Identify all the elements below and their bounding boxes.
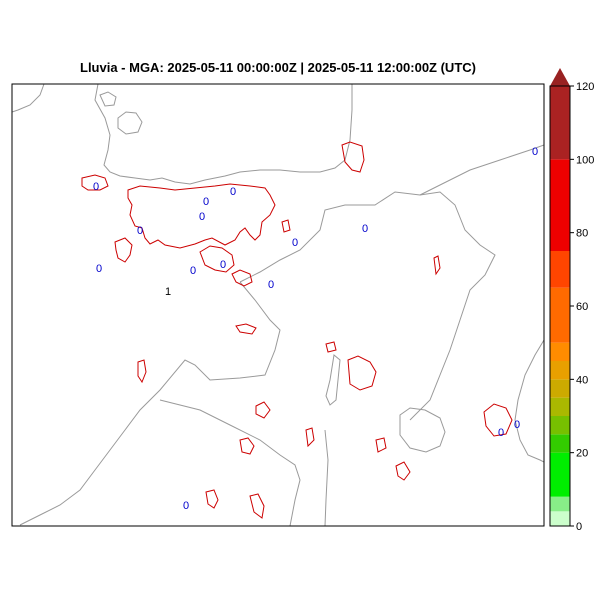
colorbar-overflow-arrow — [550, 68, 570, 86]
station-value: 0 — [230, 186, 236, 198]
rain-area-4 — [81, 174, 109, 191]
colorbar-ticks: 0 20 40 60 80 100 120 — [570, 81, 594, 533]
station-value: 0 — [96, 263, 102, 275]
colorbar-band — [550, 86, 570, 160]
colorbar-band — [550, 496, 570, 512]
border-4 — [159, 399, 301, 526]
colorbar-bands — [550, 86, 570, 526]
rain-area-5 — [341, 141, 365, 173]
colorbar-tick-label: 120 — [576, 81, 594, 93]
rain-area-19 — [281, 219, 291, 233]
station-value: 0 — [292, 237, 298, 249]
rain-area-9 — [239, 437, 255, 455]
colorbar-band — [550, 342, 570, 361]
rain-area-15 — [433, 255, 441, 276]
island-north-1 — [99, 91, 117, 107]
rain-area-20 — [249, 493, 265, 519]
colorbar-band — [550, 379, 570, 398]
colorbar-tick-label: 20 — [576, 448, 588, 460]
rain-area-11 — [235, 323, 257, 335]
border-1 — [239, 191, 496, 421]
rain-area-16 — [375, 437, 387, 453]
station-value: 1 — [165, 286, 171, 298]
colorbar-band — [550, 397, 570, 416]
island-central — [325, 354, 341, 406]
colorbar-tick-label: 60 — [576, 301, 588, 313]
station-value: 0 — [203, 196, 209, 208]
colorbar-tick-label: 40 — [576, 374, 588, 386]
rain-area-14 — [305, 427, 315, 448]
rain-area-8 — [483, 403, 513, 437]
station-value: 0 — [220, 259, 226, 271]
colorbar-band — [550, 287, 570, 343]
station-value: 0 — [183, 500, 189, 512]
rain-area-2 — [114, 237, 133, 263]
rain-area-17 — [395, 461, 411, 481]
station-value: 0 — [498, 427, 504, 439]
map-area: 0 0 0 0 0 0 0 0 0 0 0 0 1 0 0 0 — [12, 84, 544, 526]
rain-area-1 — [127, 183, 276, 249]
station-value: 0 — [514, 419, 520, 431]
station-value: 0 — [199, 211, 205, 223]
rain-area-3 — [199, 245, 235, 273]
rain-area-13 — [255, 401, 271, 419]
map-frame — [11, 83, 545, 527]
colorbar-band — [550, 251, 570, 288]
lake-southeast — [399, 407, 446, 453]
colorbar-band — [550, 361, 570, 380]
station-value: 0 — [532, 146, 538, 158]
colorbar-tick-label: 0 — [576, 521, 582, 533]
rain-area-18 — [325, 341, 337, 353]
border-5 — [324, 429, 329, 526]
coastline-north — [12, 84, 353, 185]
station-layer: 0 0 0 0 0 0 0 0 0 0 0 0 1 0 0 0 — [93, 146, 538, 512]
border-3 — [19, 281, 281, 526]
station-value: 0 — [93, 181, 99, 193]
colorbar-tick-label: 100 — [576, 154, 594, 166]
colorbar-band — [550, 416, 570, 435]
colorbar-band — [550, 159, 570, 251]
colorbar-band — [550, 452, 570, 497]
island-north-2 — [117, 111, 143, 135]
station-value: 0 — [137, 225, 143, 237]
station-value: 0 — [190, 265, 196, 277]
border-2 — [419, 144, 544, 196]
colorbar-band — [550, 511, 570, 526]
rain-area-10 — [205, 489, 219, 509]
colorbar-band — [550, 434, 570, 453]
rain-area-7 — [347, 355, 377, 391]
colorbar: 0 20 40 60 80 100 120 — [549, 68, 594, 533]
rain-area-12 — [137, 359, 147, 384]
map-title: Lluvia - MGA: 2025-05-11 00:00:00Z | 202… — [80, 60, 476, 75]
station-value: 0 — [362, 223, 368, 235]
station-value: 0 — [268, 279, 274, 291]
rain-area-6 — [231, 269, 253, 287]
colorbar-tick-label: 80 — [576, 228, 588, 240]
coastline-east — [514, 339, 544, 463]
